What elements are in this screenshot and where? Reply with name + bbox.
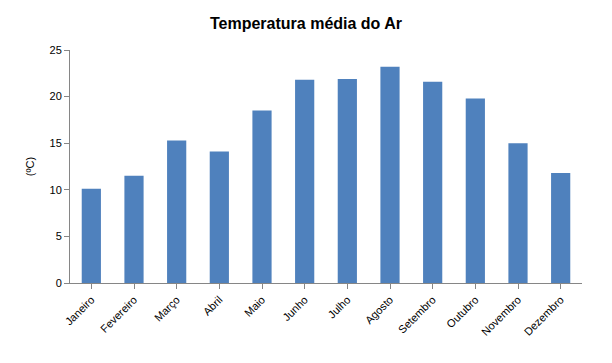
svg-text:Fevereiro: Fevereiro — [98, 294, 139, 335]
svg-text:Março: Março — [152, 294, 182, 324]
svg-text:25: 25 — [50, 44, 62, 56]
svg-text:10: 10 — [50, 184, 62, 196]
svg-text:Junho: Junho — [280, 294, 310, 324]
svg-text:Agosto: Agosto — [363, 294, 396, 327]
svg-text:Abril: Abril — [201, 294, 225, 318]
svg-text:Novembro: Novembro — [479, 294, 523, 338]
svg-text:Outubro: Outubro — [444, 294, 481, 331]
svg-text:15: 15 — [50, 137, 62, 149]
svg-text:Dezembro: Dezembro — [522, 294, 566, 338]
svg-text:20: 20 — [50, 90, 62, 102]
svg-text:Temperatura média do Ar: Temperatura média do Ar — [210, 15, 402, 32]
svg-text:Setembro: Setembro — [396, 294, 438, 336]
svg-text:Maio: Maio — [242, 294, 267, 319]
svg-text:0: 0 — [56, 277, 62, 289]
svg-text:5: 5 — [56, 230, 62, 242]
svg-text:Julho: Julho — [326, 294, 353, 321]
svg-text:(ºC): (ºC) — [24, 157, 36, 176]
svg-text:Janeiro: Janeiro — [63, 294, 97, 328]
